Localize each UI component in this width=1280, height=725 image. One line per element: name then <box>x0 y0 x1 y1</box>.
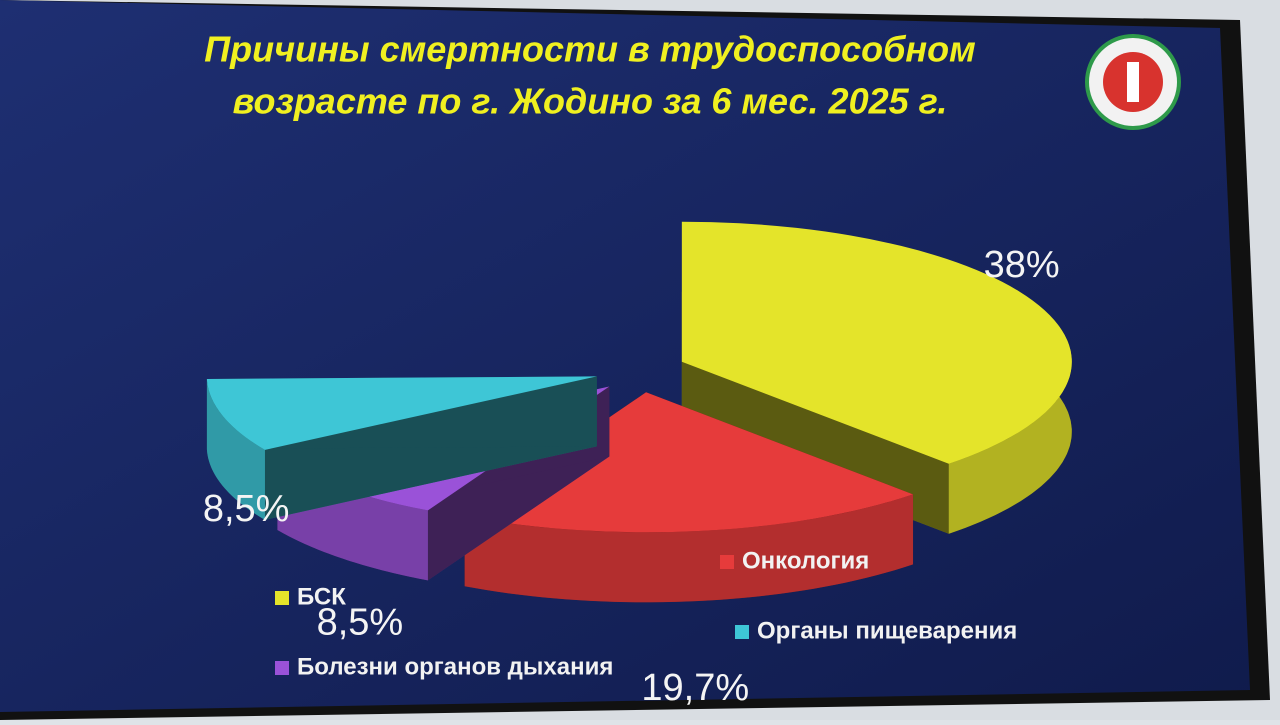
legend-swatch <box>275 661 289 675</box>
logo <box>1085 34 1181 130</box>
slice-wall <box>206 378 265 520</box>
slice <box>206 376 597 450</box>
slice <box>464 392 914 533</box>
data-label: 8,5% <box>203 488 290 530</box>
slice <box>681 221 1072 464</box>
legend-label: Органы пищеварения <box>757 617 1017 644</box>
legend-label: Болезни органов дыхания <box>297 653 613 680</box>
data-label: 38% <box>984 244 1060 286</box>
title-line: Причины смертности в трудоспособном <box>204 29 976 70</box>
slice-wall <box>464 494 914 603</box>
legend: БСК Онкология Болезни органов дыхания Орган… <box>275 547 1017 680</box>
pie: 38% 19,7% 8,5% 8,5% <box>203 221 1072 709</box>
slice-wall <box>948 326 1072 534</box>
legend-label: БСК <box>297 583 346 610</box>
legend-swatch <box>720 555 734 569</box>
legend-swatch <box>735 625 749 639</box>
chart-title: Причины смертности в трудоспособном возра… <box>204 29 976 122</box>
title-line: возрасте по г. Жодино за 6 мес. 2025 г. <box>233 81 948 122</box>
data-label: 19,7% <box>641 667 749 709</box>
legend-swatch <box>275 591 289 605</box>
data-label: 8,5% <box>317 602 404 644</box>
legend-label: Онкология <box>742 547 869 574</box>
